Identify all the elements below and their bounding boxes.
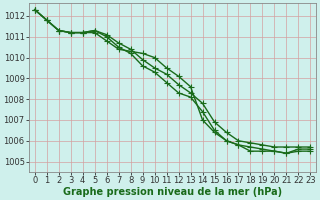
X-axis label: Graphe pression niveau de la mer (hPa): Graphe pression niveau de la mer (hPa) <box>63 187 282 197</box>
